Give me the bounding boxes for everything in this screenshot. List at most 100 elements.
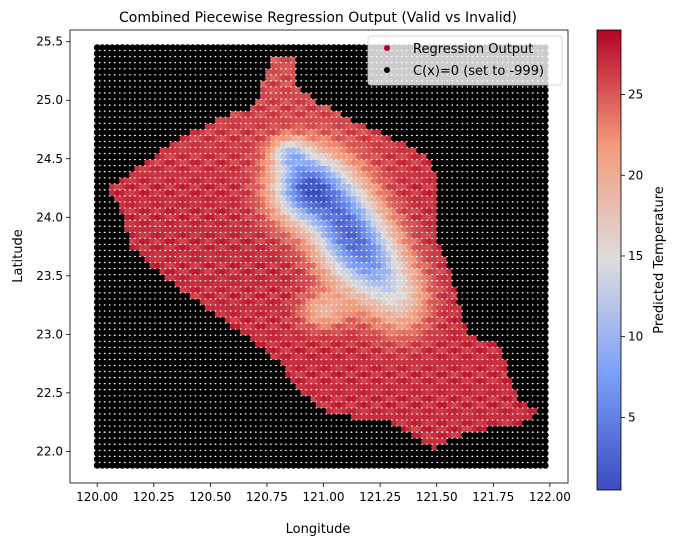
invalid-point: [481, 334, 489, 342]
invalid-point: [486, 450, 494, 457]
regression-point: [290, 334, 297, 342]
invalid-point: [300, 443, 307, 451]
invalid-point: [285, 450, 292, 457]
regression-point: [461, 328, 469, 336]
invalid-point: [219, 395, 227, 403]
invalid-point: [542, 341, 549, 348]
invalid-point: [531, 371, 539, 378]
invalid-point: [129, 328, 136, 336]
invalid-point: [229, 359, 237, 366]
regression-point: [330, 359, 338, 366]
invalid-point: [244, 359, 252, 366]
invalid-point: [542, 431, 549, 439]
invalid-point: [184, 322, 192, 330]
invalid-point: [219, 407, 227, 415]
regression-point: [315, 359, 323, 366]
invalid-point: [214, 347, 222, 354]
invalid-point: [224, 395, 232, 403]
invalid-point: [244, 437, 252, 445]
invalid-point: [350, 437, 358, 445]
regression-point: [491, 365, 499, 372]
invalid-point: [169, 456, 176, 463]
regression-point: [476, 401, 484, 409]
regression-point: [431, 353, 438, 360]
invalid-point: [275, 413, 282, 421]
invalid-point: [103, 389, 111, 397]
invalid-point: [411, 443, 418, 451]
invalid-point: [224, 450, 232, 457]
regression-point: [260, 334, 267, 342]
invalid-point: [521, 431, 529, 439]
invalid-point: [108, 413, 116, 421]
invalid-point: [108, 371, 116, 378]
regression-point: [406, 419, 413, 427]
regression-point: [360, 377, 368, 384]
regression-point: [496, 413, 504, 421]
invalid-point: [511, 334, 519, 342]
regression-point: [456, 347, 464, 354]
regression-point: [305, 365, 312, 372]
invalid-point: [531, 365, 539, 372]
invalid-point: [108, 389, 116, 397]
invalid-point: [310, 437, 318, 445]
invalid-point: [290, 383, 297, 391]
invalid-point: [310, 419, 318, 427]
invalid-point: [169, 359, 176, 366]
regression-point: [345, 365, 353, 372]
invalid-point: [506, 359, 514, 366]
regression-point: [421, 395, 428, 403]
invalid-point: [320, 456, 328, 463]
regression-point: [280, 359, 287, 366]
invalid-point: [234, 456, 242, 463]
invalid-point: [98, 456, 106, 463]
invalid-point: [476, 431, 484, 439]
invalid-point: [365, 443, 373, 451]
invalid-point: [98, 383, 106, 391]
regression-point: [365, 413, 373, 421]
invalid-point: [204, 322, 212, 330]
invalid-point: [506, 365, 514, 372]
regression-point: [360, 371, 368, 378]
invalid-point: [124, 341, 131, 348]
invalid-point: [164, 383, 171, 391]
invalid-point: [537, 377, 544, 384]
invalid-point: [290, 431, 297, 439]
regression-point: [365, 341, 373, 348]
invalid-point: [114, 419, 121, 427]
regression-point: [370, 365, 378, 372]
invalid-point: [491, 462, 499, 469]
invalid-point: [280, 389, 287, 397]
regression-point: [436, 377, 443, 384]
regression-point: [360, 365, 368, 372]
regression-point: [476, 407, 484, 415]
regression-point: [431, 443, 438, 451]
regression-point: [416, 395, 423, 403]
regression-point: [421, 425, 428, 433]
invalid-point: [144, 383, 151, 391]
invalid-point: [244, 395, 252, 403]
invalid-point: [199, 359, 207, 366]
invalid-point: [184, 456, 192, 463]
regression-point: [401, 353, 408, 360]
regression-point: [330, 365, 338, 372]
invalid-point: [441, 456, 448, 463]
invalid-point: [496, 341, 504, 348]
invalid-point: [506, 347, 514, 354]
invalid-point: [265, 462, 272, 469]
invalid-point: [174, 377, 182, 384]
regression-point: [431, 413, 438, 421]
invalid-point: [325, 456, 333, 463]
invalid-point: [516, 383, 524, 391]
invalid-point: [184, 334, 192, 342]
invalid-point: [537, 419, 544, 427]
invalid-point: [119, 413, 126, 421]
invalid-point: [154, 443, 161, 451]
invalid-point: [144, 341, 151, 348]
regression-point: [426, 389, 433, 397]
invalid-point: [340, 456, 348, 463]
invalid-point: [265, 389, 272, 397]
regression-point: [456, 413, 464, 421]
invalid-point: [204, 431, 212, 439]
regression-point: [401, 328, 408, 336]
invalid-point: [260, 425, 267, 433]
